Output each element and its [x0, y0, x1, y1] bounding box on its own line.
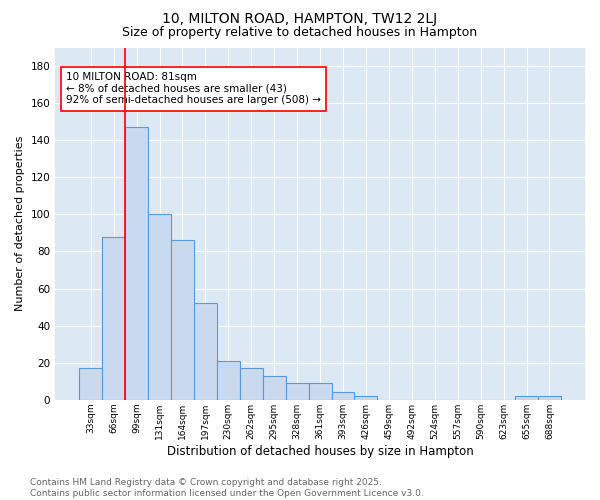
Bar — [263, 376, 286, 400]
Bar — [171, 240, 194, 400]
Text: Contains HM Land Registry data © Crown copyright and database right 2025.
Contai: Contains HM Land Registry data © Crown c… — [30, 478, 424, 498]
Bar — [355, 396, 377, 400]
Bar — [125, 127, 148, 400]
Bar — [102, 236, 125, 400]
Text: Size of property relative to detached houses in Hampton: Size of property relative to detached ho… — [122, 26, 478, 39]
Bar — [538, 396, 561, 400]
Y-axis label: Number of detached properties: Number of detached properties — [15, 136, 25, 312]
Bar — [308, 383, 332, 400]
Bar — [217, 361, 240, 400]
Text: 10 MILTON ROAD: 81sqm
← 8% of detached houses are smaller (43)
92% of semi-detac: 10 MILTON ROAD: 81sqm ← 8% of detached h… — [66, 72, 321, 106]
Bar — [332, 392, 355, 400]
X-axis label: Distribution of detached houses by size in Hampton: Distribution of detached houses by size … — [167, 444, 473, 458]
Bar — [194, 304, 217, 400]
Text: 10, MILTON ROAD, HAMPTON, TW12 2LJ: 10, MILTON ROAD, HAMPTON, TW12 2LJ — [163, 12, 437, 26]
Bar — [286, 383, 308, 400]
Bar — [79, 368, 102, 400]
Bar — [515, 396, 538, 400]
Bar — [148, 214, 171, 400]
Bar — [240, 368, 263, 400]
